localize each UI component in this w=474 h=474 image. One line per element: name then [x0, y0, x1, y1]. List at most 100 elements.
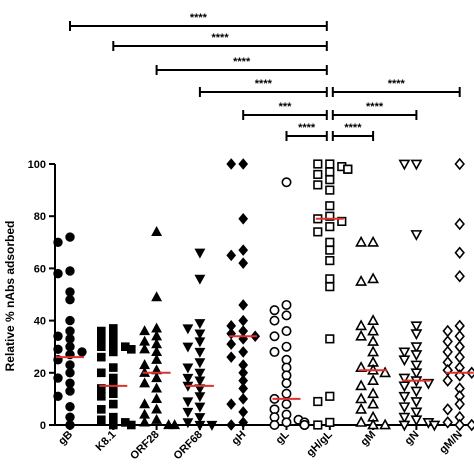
- significance-label: ****: [298, 122, 316, 134]
- data-point: [325, 282, 335, 292]
- data-point: [97, 368, 106, 378]
- data-point: [194, 420, 206, 431]
- y-tick-label: 100: [28, 159, 46, 171]
- data-point: [182, 363, 194, 374]
- data-point: [238, 314, 249, 327]
- data-point: [313, 159, 323, 169]
- data-point: [466, 418, 474, 432]
- data-point: [325, 245, 335, 255]
- data-point: [194, 248, 206, 259]
- data-point: [65, 412, 75, 422]
- significance-label: ****: [344, 122, 362, 134]
- data-point: [151, 291, 163, 302]
- data-point: [410, 386, 423, 398]
- data-point: [367, 272, 380, 284]
- data-point: [454, 330, 465, 343]
- data-point: [367, 374, 380, 386]
- data-point: [355, 392, 368, 404]
- data-point: [269, 331, 280, 342]
- significance-label: ****: [211, 32, 229, 44]
- data-point: [325, 211, 335, 221]
- data-point: [238, 244, 249, 256]
- data-point: [65, 266, 75, 276]
- data-point: [151, 403, 163, 414]
- data-point: [410, 407, 423, 419]
- data-point: [355, 235, 368, 247]
- data-point: [367, 335, 380, 346]
- data-point: [281, 417, 292, 428]
- data-point: [65, 334, 75, 344]
- data-point: [454, 246, 465, 259]
- data-point: [398, 355, 411, 367]
- data-point: [238, 382, 249, 395]
- data-point: [325, 222, 335, 232]
- data-point: [139, 377, 151, 388]
- data-point: [65, 420, 75, 430]
- data-point: [367, 397, 380, 409]
- data-point: [367, 387, 380, 399]
- data-point: [398, 373, 411, 385]
- data-point: [65, 326, 75, 336]
- data-point: [226, 351, 237, 363]
- data-point: [410, 159, 423, 171]
- data-point: [410, 329, 423, 341]
- data-point: [325, 237, 335, 247]
- data-point: [238, 416, 249, 429]
- data-point: [410, 342, 423, 354]
- data-point: [97, 342, 106, 351]
- data-point: [109, 420, 118, 430]
- data-point: [194, 347, 206, 358]
- data-point: [109, 339, 118, 349]
- data-point: [454, 157, 465, 171]
- data-point: [65, 360, 75, 370]
- data-point: [442, 403, 453, 416]
- x-category-label: K8.1: [93, 429, 118, 454]
- data-point: [194, 402, 206, 413]
- data-point: [151, 413, 163, 424]
- x-category-label: ORF68: [171, 429, 205, 463]
- data-point: [65, 287, 75, 297]
- data-point: [53, 268, 63, 279]
- data-point: [97, 415, 106, 425]
- data-point: [398, 420, 411, 432]
- data-point: [337, 216, 347, 227]
- data-point: [109, 373, 118, 383]
- data-point: [454, 418, 465, 432]
- data-point: [97, 391, 106, 401]
- data-point: [65, 386, 75, 396]
- data-point: [367, 324, 380, 336]
- data-point: [313, 396, 323, 407]
- data-point: [194, 368, 206, 379]
- data-point: [355, 274, 368, 286]
- data-point: [325, 334, 335, 344]
- data-point: [77, 347, 87, 357]
- y-tick-label: 60: [34, 263, 46, 275]
- data-point: [281, 177, 292, 188]
- data-point: [206, 420, 218, 431]
- data-point: [398, 391, 411, 403]
- data-point: [109, 331, 118, 341]
- data-point: [442, 324, 453, 338]
- data-point: [454, 217, 465, 231]
- data-point: [325, 167, 335, 177]
- data-point: [97, 334, 106, 344]
- data-point: [410, 350, 423, 361]
- y-tick-label: 0: [40, 420, 46, 432]
- x-category-label: gM: [358, 429, 378, 449]
- data-point: [281, 399, 292, 410]
- data-point: [182, 397, 194, 408]
- significance-label: ***: [279, 101, 293, 113]
- data-point: [398, 412, 411, 424]
- data-point: [226, 158, 237, 170]
- data-point: [65, 232, 75, 242]
- data-point: [454, 397, 465, 411]
- data-point: [109, 324, 118, 333]
- data-point: [325, 185, 335, 195]
- data-point: [325, 201, 335, 211]
- data-point: [410, 368, 423, 380]
- data-point: [109, 363, 118, 372]
- data-point: [379, 418, 392, 430]
- data-point: [410, 415, 423, 427]
- data-point: [53, 373, 63, 383]
